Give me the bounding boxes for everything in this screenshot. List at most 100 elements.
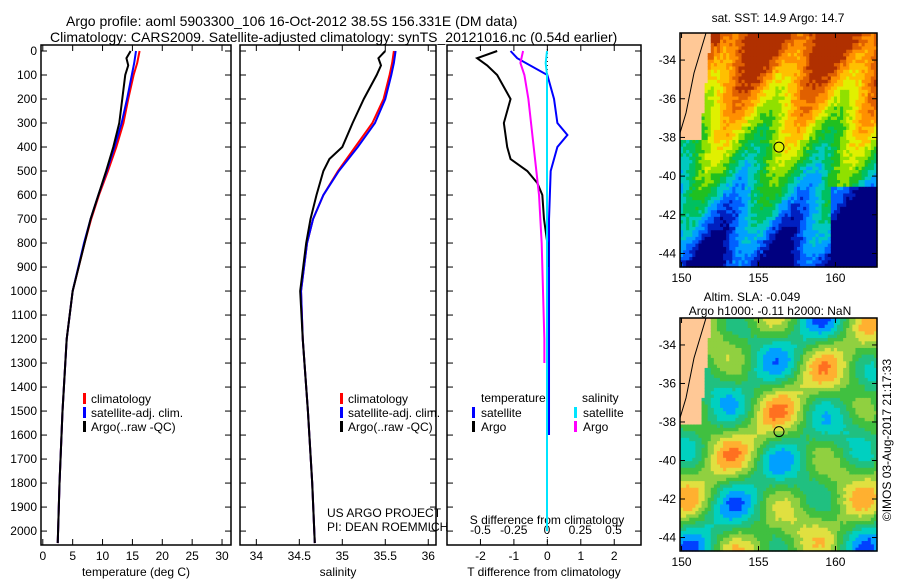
map-cell bbox=[701, 163, 706, 168]
map-cell bbox=[824, 133, 829, 138]
map-cell bbox=[821, 206, 826, 211]
map-cell bbox=[809, 59, 813, 64]
map-cell bbox=[784, 226, 789, 231]
x-tick-label: 0 bbox=[39, 549, 46, 563]
map-cell bbox=[821, 153, 826, 158]
legend-swatch bbox=[574, 421, 577, 432]
map-cell bbox=[852, 39, 857, 44]
map-cell bbox=[710, 180, 715, 185]
map-cell bbox=[793, 193, 798, 198]
map-cell bbox=[744, 143, 749, 148]
map-cell bbox=[809, 79, 813, 84]
map-cell bbox=[840, 233, 844, 238]
map-cell bbox=[800, 220, 804, 225]
map-cell bbox=[787, 63, 792, 68]
map-cell bbox=[784, 190, 789, 195]
map-cell bbox=[796, 160, 801, 164]
map-cell bbox=[809, 240, 813, 245]
map-cell bbox=[861, 53, 866, 57]
map-cell bbox=[713, 246, 718, 251]
map-cell bbox=[815, 256, 820, 261]
map-cell bbox=[720, 56, 724, 61]
map-cell bbox=[738, 53, 743, 57]
map-cell bbox=[704, 39, 709, 44]
map-cell bbox=[769, 76, 773, 81]
map-cell bbox=[763, 66, 767, 71]
map-cell bbox=[716, 166, 721, 171]
map-cell bbox=[704, 86, 709, 91]
map-cell bbox=[720, 116, 724, 121]
map-cell bbox=[803, 143, 807, 148]
map-cell bbox=[713, 160, 718, 164]
map-cell bbox=[855, 43, 860, 47]
map-cell bbox=[689, 243, 693, 248]
map-cell bbox=[790, 99, 795, 104]
map-cell bbox=[683, 487, 687, 492]
map-cell bbox=[781, 206, 786, 211]
map-cell bbox=[824, 230, 829, 235]
map-cell bbox=[753, 243, 758, 248]
map-cell bbox=[686, 53, 690, 57]
map-cell bbox=[686, 441, 690, 446]
map-cell bbox=[864, 96, 869, 101]
map-cell bbox=[818, 119, 823, 124]
map-cell bbox=[756, 146, 761, 151]
map-cell bbox=[750, 246, 755, 251]
map-cell bbox=[763, 166, 767, 171]
map-cell bbox=[680, 447, 684, 452]
map-cell bbox=[821, 216, 826, 221]
map-cell bbox=[707, 69, 712, 74]
x-axis-label: temperature (deg C) bbox=[82, 565, 190, 579]
map-cell bbox=[738, 193, 743, 198]
map-cell bbox=[741, 186, 746, 191]
map-y-tick-label: -38 bbox=[659, 130, 677, 144]
map-cell bbox=[870, 106, 875, 111]
map-cell bbox=[741, 106, 746, 111]
map-cell bbox=[735, 59, 740, 64]
map-cell bbox=[753, 83, 758, 88]
map-cell bbox=[818, 43, 823, 47]
map-cell bbox=[695, 119, 700, 124]
map-cell bbox=[803, 96, 807, 101]
map-cell bbox=[735, 253, 740, 258]
map-cell bbox=[698, 119, 703, 124]
map-cell bbox=[784, 33, 789, 37]
map-cell bbox=[796, 129, 801, 134]
map-cell bbox=[824, 56, 829, 61]
map-cell bbox=[855, 59, 860, 64]
map-cell bbox=[827, 253, 832, 258]
map-cell bbox=[720, 163, 724, 168]
map-cell bbox=[732, 99, 737, 104]
map-cell bbox=[833, 93, 838, 98]
map-cell bbox=[864, 143, 869, 148]
map-cell bbox=[753, 103, 758, 108]
map-cell bbox=[821, 43, 826, 47]
map-cell bbox=[796, 69, 801, 74]
map-cell bbox=[760, 173, 764, 178]
map-cell bbox=[683, 374, 687, 379]
map-cell bbox=[818, 210, 823, 215]
map-cell bbox=[747, 200, 752, 205]
map-cell bbox=[778, 93, 783, 98]
map-cell bbox=[821, 183, 826, 188]
map-cell bbox=[701, 146, 706, 151]
map-cell bbox=[784, 170, 789, 174]
map-cell bbox=[852, 99, 857, 104]
map-cell bbox=[855, 49, 860, 54]
map-cell bbox=[723, 220, 727, 225]
map-cell bbox=[800, 119, 804, 124]
map-cell bbox=[861, 33, 866, 37]
map-cell bbox=[830, 123, 835, 128]
map-cell bbox=[747, 146, 752, 151]
map-cell bbox=[701, 150, 706, 154]
map-cell bbox=[689, 136, 693, 141]
map-cell bbox=[686, 461, 690, 466]
map-cell bbox=[775, 33, 780, 37]
map-cell bbox=[846, 36, 850, 41]
map-cell bbox=[683, 250, 687, 255]
map-cell bbox=[784, 160, 789, 164]
map-cell bbox=[710, 69, 715, 74]
map-frame bbox=[679, 32, 878, 268]
map-cell bbox=[756, 210, 761, 215]
map-cell bbox=[833, 69, 838, 74]
